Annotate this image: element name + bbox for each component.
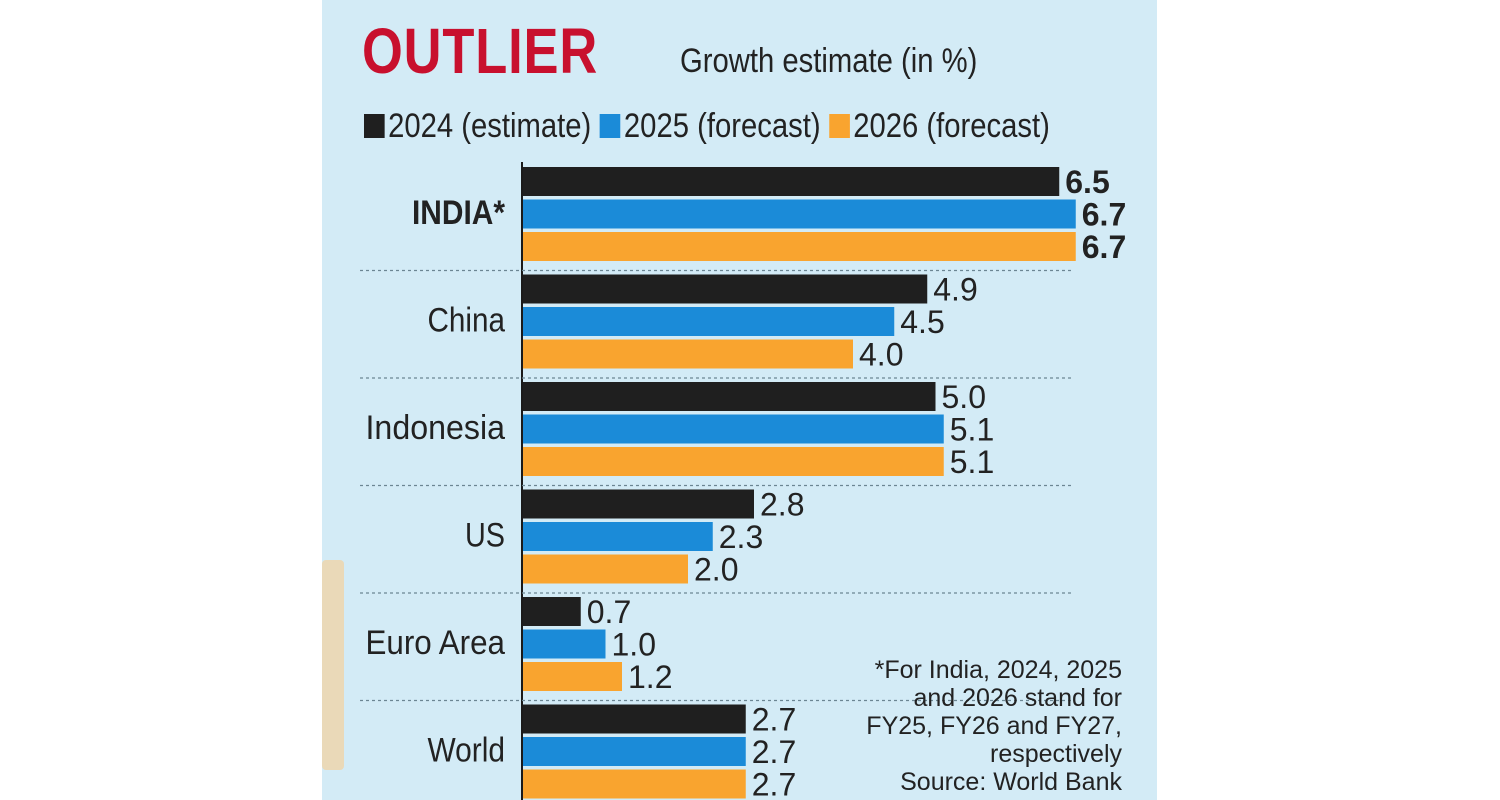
legend-label-2025: 2025 (forecast)	[623, 106, 821, 145]
value-label-indonesia-2026: 5.1	[950, 444, 994, 480]
legend-item-2024: 2024 (estimate)	[364, 107, 591, 146]
bar-euro-area-2025	[523, 629, 606, 659]
footnote-line: and 2026 stand for	[913, 684, 1123, 712]
bar-world-2026	[523, 769, 746, 799]
bar-indonesia-2026	[523, 447, 944, 476]
value-label-euro-area-2026: 1.2	[628, 659, 672, 695]
value-label-indonesia-2024: 5.0	[942, 379, 986, 415]
bar-us-2024	[523, 489, 754, 519]
legend: 2024 (estimate) 2025 (forecast) 2026 (fo…	[364, 104, 1050, 148]
footnote-line: respectively	[990, 740, 1122, 768]
legend-swatch-2024	[364, 114, 385, 138]
source-note: Source: World Bank	[900, 768, 1122, 796]
bar-china-2024	[523, 274, 928, 304]
category-label-euro-area: Euro Area	[366, 624, 506, 662]
chart-subtitle: Growth estimate (in %)	[680, 42, 978, 80]
bar-china-2025	[523, 307, 895, 336]
category-label-indonesia: Indonesia	[366, 409, 506, 447]
bar-world-2025	[523, 737, 746, 766]
value-label-india-2024: 6.5	[1065, 164, 1109, 200]
value-label-world-2025: 2.7	[752, 734, 796, 770]
footnote-line: *For India, 2024, 2025	[874, 656, 1122, 684]
background-object	[322, 560, 344, 770]
value-label-euro-area-2025: 1.0	[612, 627, 656, 663]
legend-swatch-2025	[599, 114, 621, 138]
bar-india-2024	[523, 167, 1060, 196]
value-label-euro-area-2024: 0.7	[587, 594, 631, 630]
category-label-india: INDIA*	[412, 194, 506, 232]
value-label-world-2024: 2.7	[752, 702, 796, 738]
value-label-china-2024: 4.9	[933, 272, 977, 308]
value-label-indonesia-2025: 5.1	[950, 412, 994, 448]
value-label-india-2026: 6.7	[1082, 229, 1126, 265]
value-label-china-2025: 4.5	[900, 304, 944, 340]
value-label-us-2026: 2.0	[694, 552, 738, 588]
legend-label-2026: 2026 (forecast)	[853, 106, 1050, 145]
bar-china-2026	[523, 339, 853, 369]
bar-euro-area-2024	[523, 597, 581, 626]
value-label-china-2026: 4.0	[859, 337, 903, 373]
footnote: *For India, 2024, 2025 and 2026 stand fo…	[866, 656, 1122, 796]
bar-india-2025	[523, 199, 1076, 229]
category-label-china: China	[428, 301, 506, 339]
value-label-us-2024: 2.8	[760, 487, 804, 523]
bar-india-2026	[523, 232, 1076, 261]
bar-us-2025	[523, 522, 713, 551]
bar-world-2024	[523, 704, 746, 734]
category-label-us: US	[465, 516, 505, 554]
bar-indonesia-2024	[523, 382, 936, 411]
chart-title: OUTLIER	[362, 15, 599, 87]
bar-indonesia-2025	[523, 414, 944, 444]
y-axis-line	[521, 162, 523, 800]
value-label-us-2025: 2.3	[719, 519, 763, 555]
footnote-line: FY25, FY26 and FY27,	[866, 712, 1122, 740]
bar-euro-area-2026	[523, 662, 622, 691]
legend-swatch-2026	[829, 114, 850, 138]
legend-label-2024: 2024 (estimate)	[388, 106, 592, 145]
category-label-world: World	[428, 731, 506, 769]
legend-item-2025: 2025 (forecast)	[599, 106, 821, 146]
value-label-india-2025: 6.7	[1082, 197, 1126, 233]
bar-us-2026	[523, 554, 688, 584]
value-label-world-2026: 2.7	[752, 767, 796, 800]
legend-item-2026: 2026 (forecast)	[829, 107, 1050, 146]
